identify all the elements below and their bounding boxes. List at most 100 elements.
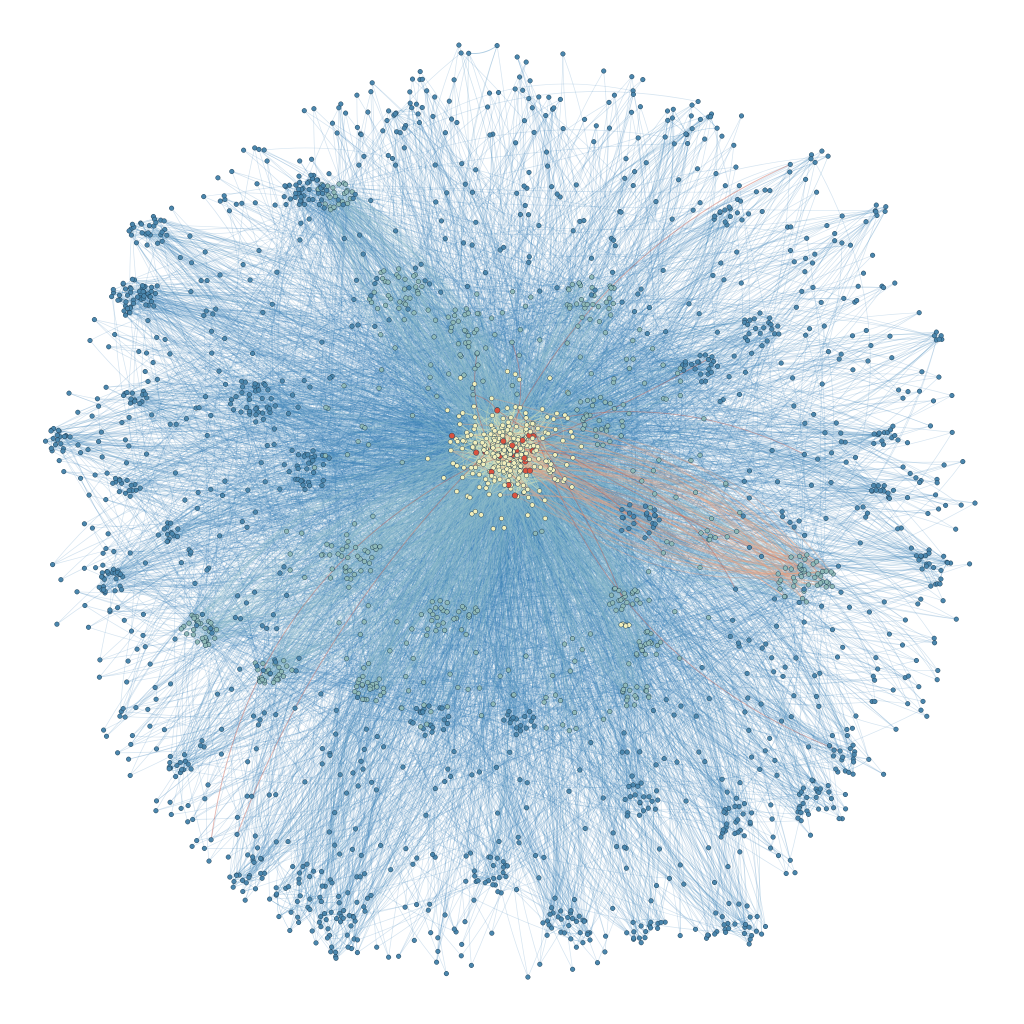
graph-edge — [130, 402, 459, 613]
graph-edge — [51, 388, 800, 557]
graph-edge — [157, 242, 511, 451]
graph-edge — [502, 675, 562, 873]
graph-edge — [122, 348, 653, 583]
graph-edge — [270, 184, 297, 571]
graph-edge — [142, 285, 614, 412]
graph-edge — [267, 298, 370, 939]
graph-edge — [249, 434, 472, 876]
graph-edge — [173, 305, 571, 537]
graph-edge — [509, 448, 603, 943]
graph-edge — [129, 312, 475, 430]
graph-edge — [352, 447, 490, 917]
graph-edge — [453, 206, 730, 323]
graph-edge — [551, 314, 612, 917]
graph-edge — [530, 431, 627, 922]
graph-edge — [207, 638, 300, 884]
graph-edge — [120, 439, 516, 587]
graph-edge — [317, 179, 479, 611]
graph-edge — [612, 143, 675, 594]
graph-edge — [309, 285, 581, 900]
graph-edge — [289, 596, 785, 931]
graph-edge — [295, 197, 510, 446]
graph-edge — [173, 381, 614, 537]
graph-edge — [440, 607, 565, 934]
graph-edge — [167, 446, 503, 524]
graph-edge — [330, 113, 712, 208]
graph-edge — [119, 299, 266, 678]
graph-edge — [411, 107, 494, 429]
graph-edge — [330, 438, 522, 913]
graph-edge — [327, 456, 515, 929]
graph-edge — [180, 436, 528, 763]
graph-edge — [151, 301, 504, 419]
graph-edge — [417, 113, 615, 380]
graph-edge — [123, 310, 486, 482]
graph-edge — [60, 430, 504, 472]
graph-edge — [522, 440, 605, 941]
graph-edge — [275, 449, 511, 888]
graph-edge — [185, 463, 552, 762]
graph-edge — [503, 449, 531, 868]
graph-edge — [177, 446, 510, 530]
graph-edge — [308, 189, 391, 700]
graph-edge — [299, 204, 625, 594]
graph-edge — [130, 287, 470, 618]
graph-edge — [417, 113, 512, 448]
graph-edge — [121, 307, 399, 484]
graph-edge — [506, 117, 674, 447]
graph-edge — [322, 193, 528, 446]
graph-edge — [125, 314, 710, 541]
graph-edge — [276, 185, 360, 680]
graph-edge — [534, 694, 572, 911]
graph-edge — [145, 233, 485, 451]
graph-edge — [140, 222, 437, 631]
graph-edge — [205, 637, 494, 885]
graph-edge — [324, 554, 807, 914]
graph-edge — [269, 584, 821, 900]
graph-edge — [155, 293, 452, 328]
graph-edge — [231, 669, 263, 879]
graph-edge — [143, 287, 370, 300]
graph-edge — [417, 120, 668, 292]
graph-edge — [261, 463, 552, 879]
graph-edge — [484, 450, 591, 934]
graph-edge — [130, 306, 505, 433]
graph-edge — [278, 181, 348, 547]
graph-edge — [229, 602, 613, 878]
graph-edge — [549, 468, 564, 914]
graph-edge — [510, 109, 675, 453]
graph-edge — [482, 449, 511, 858]
graph-edge — [128, 230, 596, 431]
graph-edge — [126, 453, 500, 521]
graph-edge — [132, 460, 524, 493]
graph-edge — [53, 428, 800, 568]
graph-edge — [205, 639, 571, 914]
graph-edge — [275, 456, 506, 889]
graph-edge — [609, 206, 730, 712]
graph-edge — [166, 235, 343, 550]
graph-edge — [119, 292, 741, 513]
graph-edge — [236, 584, 809, 876]
graph-edge — [124, 393, 503, 437]
graph-edge — [233, 686, 638, 882]
graph-edge — [266, 190, 348, 959]
graph-edge — [51, 429, 499, 509]
graph-edge — [395, 112, 510, 451]
graph-edge — [264, 445, 534, 874]
graph-edge — [367, 208, 731, 553]
graph-edge — [143, 291, 506, 457]
graph-edge — [113, 292, 522, 460]
graph-edge — [104, 446, 531, 588]
graph-edge — [119, 473, 473, 490]
graph-edge — [498, 440, 562, 933]
graph-edge — [478, 113, 712, 463]
graph-edge — [125, 305, 524, 486]
graph-edge — [155, 222, 499, 454]
graph-edge — [150, 291, 499, 461]
graph-edge — [142, 285, 522, 458]
graph-edge — [169, 307, 570, 763]
graph-edge — [336, 683, 381, 919]
graph-edge — [139, 403, 624, 693]
graph-edge — [102, 454, 701, 578]
graph-edge — [130, 291, 485, 451]
